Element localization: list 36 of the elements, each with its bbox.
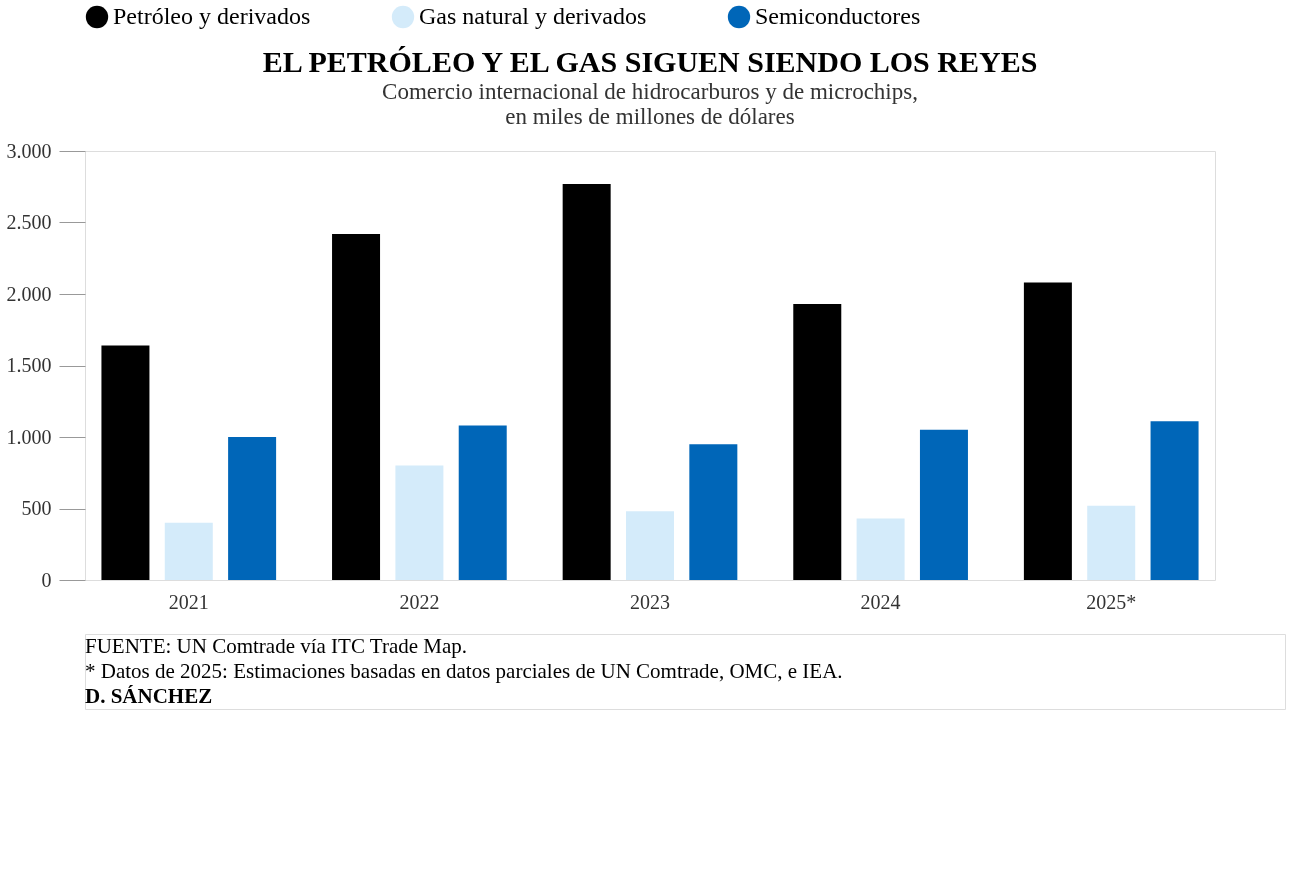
text: * Datos de 2025: Estimaciones basadas en datos parciales de UN Comtrade, OMC, e IEA. [85,658,843,683]
y-tick-label: 1.500 [6,354,52,376]
bar [689,444,738,580]
x-tick-label: 2021 [168,590,209,613]
bar [332,233,381,580]
text: D. SÁNCHEZ [85,683,213,708]
bar [458,425,507,580]
y-tick-label: 1.000 [6,425,52,448]
legend-label: Gas natural y derivados [419,3,647,29]
text: Comercio internacional de hidrocarburos y de microchips, [382,79,918,104]
bar [856,518,905,580]
bar [395,465,444,580]
y-tick-label: 500 [21,497,52,519]
x-tick-label: 2024 [860,590,901,613]
bar [626,511,674,580]
bar [1150,421,1199,580]
y-tick-label: 3.000 [6,139,52,162]
bar [101,345,150,580]
y-tick-label: 0 [41,568,52,591]
y-tick-label: 2.500 [6,211,52,233]
x-tick-label: 2025* [1086,590,1137,613]
legend-label: Semiconductores [755,3,921,29]
bar [562,183,611,580]
bar [793,304,842,580]
bar [1023,282,1072,580]
bar [1087,505,1136,580]
bar [164,522,213,580]
bar [228,437,277,580]
text: en miles de millones de dólares [505,104,795,129]
chart-title: EL PETRÓLEO Y EL GAS SIGUEN SIENDO LOS REYES [262,45,1038,78]
y-tick-label: 2.000 [6,282,52,305]
source-note: FUENTE: UN Comtrade vía ITC Trade Map. [85,633,468,658]
bar [919,429,968,580]
x-tick-label: 2022 [399,590,440,613]
legend-label: Petróleo y derivados [113,3,311,29]
x-tick-label: 2023 [630,590,670,613]
